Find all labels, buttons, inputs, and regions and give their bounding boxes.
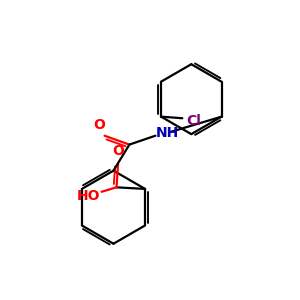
Text: NH: NH: [156, 126, 179, 140]
Text: O: O: [112, 144, 124, 158]
Text: Cl: Cl: [186, 114, 201, 128]
Text: O: O: [93, 118, 105, 132]
Text: HO: HO: [77, 189, 101, 203]
